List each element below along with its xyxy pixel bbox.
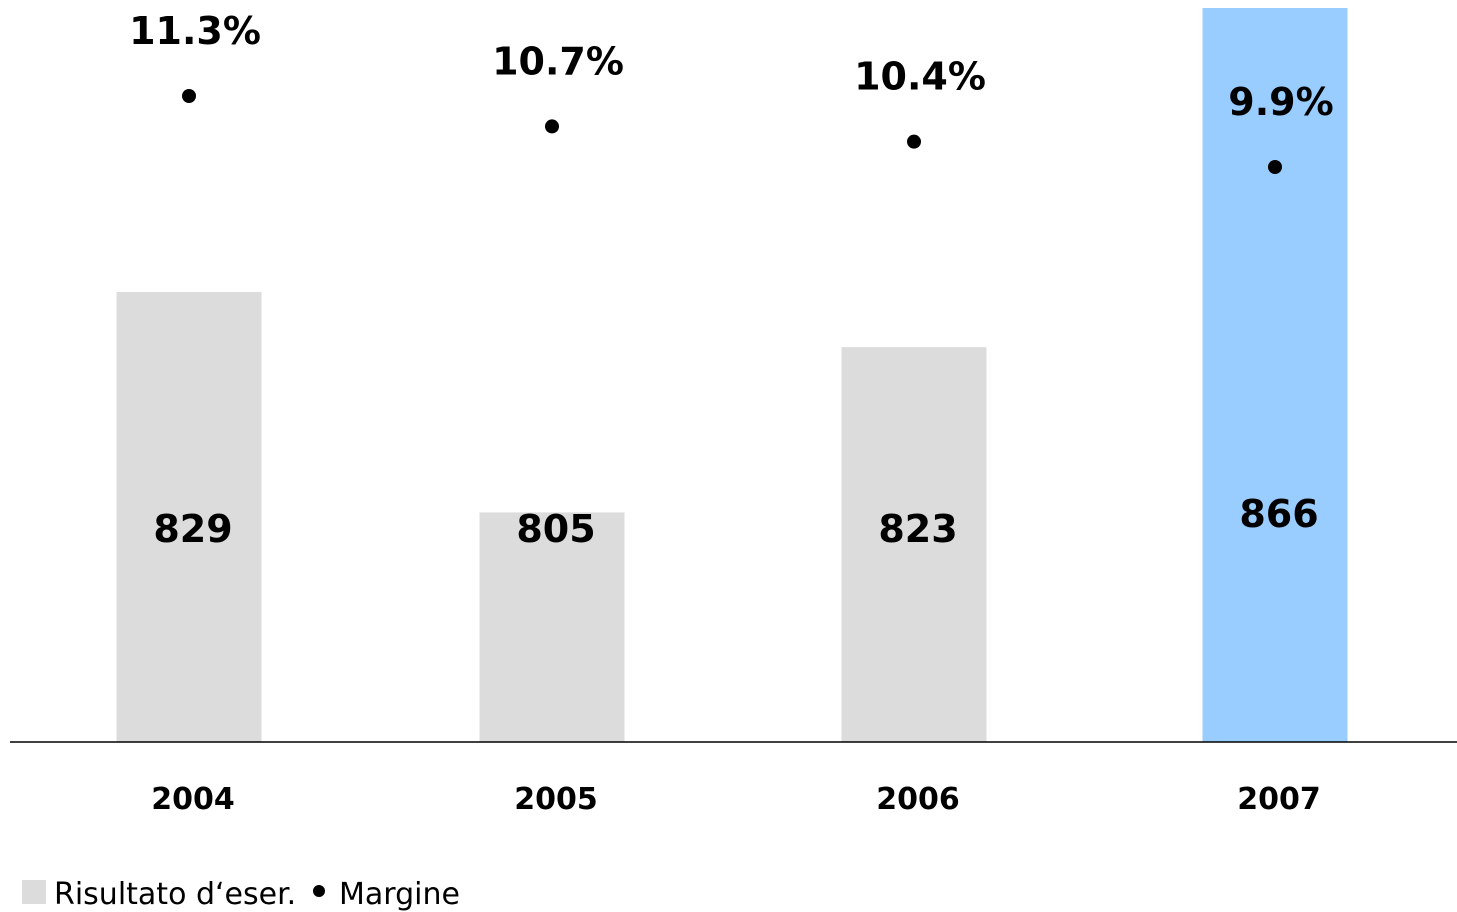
legend-label-risultato: Risultato d‘eser. [54,877,296,912]
margin-point-2004 [182,89,196,103]
bar-value-label: 829 [153,507,232,551]
bar-value-label: 823 [878,507,957,551]
bar-2004 [116,292,262,742]
x-tick-label: 2006 [876,782,960,817]
margin-point-2007 [1268,160,1282,174]
x-axis-labels: 2004 2005 2006 2007 [151,782,1321,817]
legend: Risultato d‘eser. Margine [22,877,460,912]
legend-swatch-margine [313,885,325,897]
x-tick-label: 2004 [151,782,235,817]
bar-value-label: 805 [516,507,595,551]
legend-swatch-risultato [22,880,46,904]
bar-2007 [1202,8,1348,742]
margin-point-2006 [907,134,921,149]
bars: 829 805 823 866 [116,8,1348,742]
margin-value-label: 11.3% [129,9,261,53]
margin-markers: 11.3% 10.7% 10.4% 9.9% [129,9,1334,174]
bar-value-label: 866 [1239,492,1318,536]
margin-value-label: 10.7% [492,39,624,83]
margin-value-label: 10.4% [854,55,986,99]
margin-value-label: 9.9% [1228,80,1333,124]
x-tick-label: 2005 [514,782,598,817]
bar-2006 [841,347,987,742]
bar-2005 [479,512,625,742]
x-tick-label: 2007 [1237,782,1321,817]
margin-point-2005 [545,119,559,134]
legend-label-margine: Margine [339,877,460,912]
